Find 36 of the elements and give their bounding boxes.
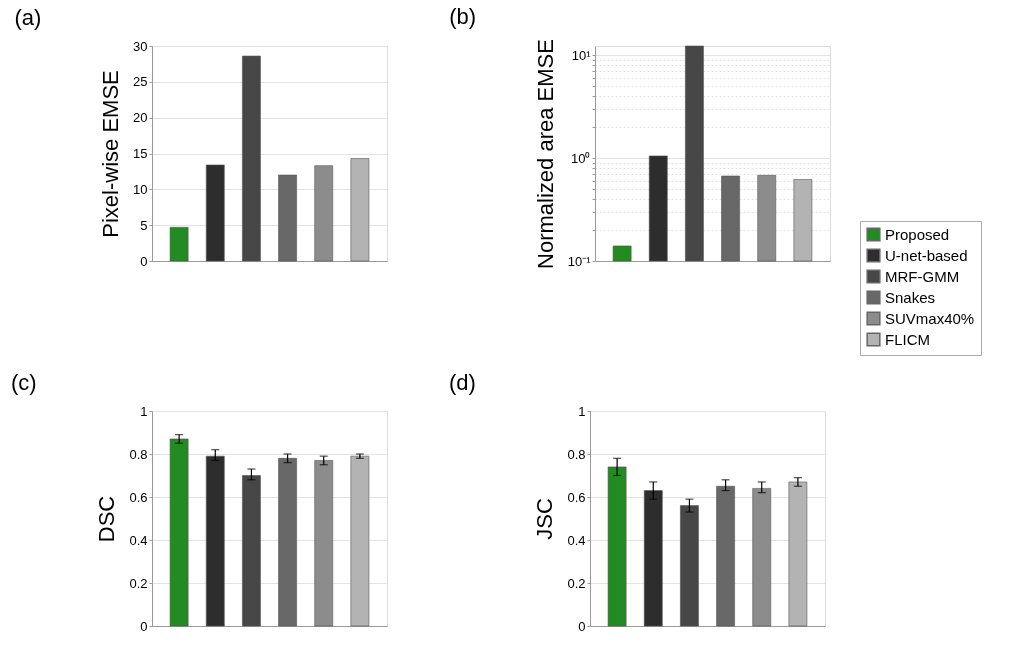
y-axis-title: Normalized area EMSE bbox=[532, 39, 558, 269]
y-tick-label: 0 bbox=[140, 618, 148, 634]
legend-label: FLICM bbox=[885, 330, 930, 348]
legend-label: MRF-GMM bbox=[885, 267, 960, 285]
y-tick-label: 0 bbox=[140, 253, 148, 269]
y-tick-label: 1 bbox=[578, 403, 586, 419]
y-tick-label: 10⁻¹ bbox=[567, 253, 592, 269]
y-tick-label: 10 bbox=[133, 181, 148, 197]
y-tick-label: 0.6 bbox=[567, 489, 586, 505]
y-tick-label: 15 bbox=[133, 146, 148, 161]
y-tick-label: 0.4 bbox=[129, 532, 148, 548]
y-tick-label: 0.6 bbox=[129, 489, 148, 505]
legend-label: Snakes bbox=[885, 288, 936, 306]
y-tick-label: 1 bbox=[140, 403, 148, 419]
legend-label: SUVmax40% bbox=[885, 309, 975, 327]
y-tick-label: 0.2 bbox=[129, 575, 148, 591]
legend-label: U-net-based bbox=[885, 246, 968, 264]
y-tick-label: 30 bbox=[133, 38, 148, 54]
y-tick-label: 0 bbox=[578, 618, 586, 634]
y-tick-label: 0.2 bbox=[567, 575, 586, 591]
y-axis-title: JSC bbox=[532, 498, 558, 540]
y-tick-label: 5 bbox=[140, 217, 148, 233]
chart-title: (d) bbox=[448, 370, 476, 395]
y-axis-title: Pixel-wise EMSE bbox=[98, 70, 124, 238]
legend-label: Proposed bbox=[885, 225, 950, 243]
y-tick-label: 0.4 bbox=[567, 532, 586, 548]
y-tick-label: 20 bbox=[133, 110, 148, 126]
chart-title: (b) bbox=[449, 3, 477, 29]
chart-title: (c) bbox=[10, 370, 37, 395]
chart-title: (a) bbox=[14, 5, 42, 30]
y-tick-label: 0.8 bbox=[129, 446, 148, 462]
y-tick-label: 10¹ bbox=[571, 47, 592, 63]
y-tick-label: 10⁰ bbox=[571, 150, 591, 166]
y-axis-title: DSC bbox=[94, 495, 120, 543]
y-tick-label: 0.8 bbox=[567, 446, 586, 462]
y-tick-label: 25 bbox=[133, 74, 148, 90]
